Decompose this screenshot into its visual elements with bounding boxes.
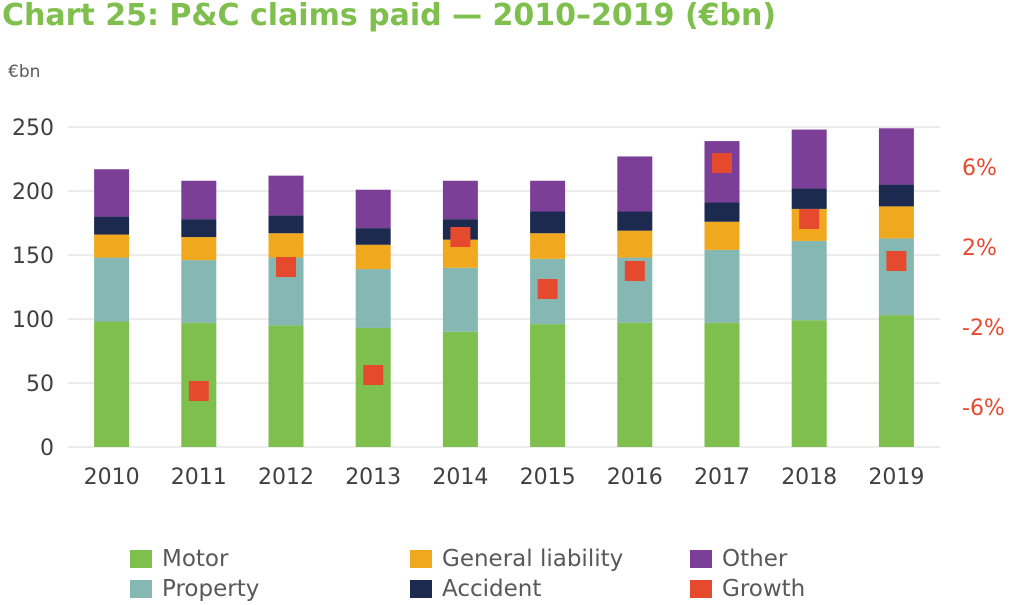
legend-label: Property [162, 576, 260, 602]
growth-point [799, 209, 820, 229]
legend-swatch [690, 550, 712, 568]
bar-motor [878, 315, 914, 447]
bar-other [268, 175, 304, 216]
bar-general-liability [617, 230, 653, 258]
y-axis-unit-label: €bn [8, 62, 41, 82]
y2-tick-label: 2% [962, 236, 997, 261]
y2-tick-label: 6% [962, 156, 997, 181]
x-tick-label: 2014 [432, 465, 488, 490]
bar-accident [94, 216, 130, 235]
growth-point [537, 279, 558, 299]
x-tick-label: 2016 [607, 465, 663, 490]
legend-swatch [130, 580, 152, 598]
bar-other [442, 180, 478, 220]
y2-tick-label: -2% [962, 316, 1005, 341]
bar-accident [355, 228, 391, 245]
growth-point [450, 227, 471, 247]
bar-accident [181, 219, 217, 238]
y-tick-label: 200 [12, 180, 54, 205]
growth-point [624, 261, 645, 281]
bar-accident [268, 215, 304, 234]
growth-point [712, 153, 732, 173]
legend-item-growth: Growth [690, 576, 805, 602]
x-tick-label: 2015 [520, 465, 576, 490]
bar-property [181, 260, 217, 323]
growth-point [276, 257, 296, 277]
bar-general-liability [355, 244, 391, 270]
y2-tick-label: -6% [962, 396, 1005, 421]
growth-point [886, 251, 907, 271]
legend-item-accident: Accident [410, 576, 541, 602]
x-tick-label: 2018 [781, 465, 837, 490]
legend-label: General liability [442, 546, 624, 572]
bar-general-liability [704, 221, 740, 250]
x-tick-label: 2019 [868, 465, 924, 490]
bar-accident [617, 211, 653, 231]
bar-other [94, 169, 130, 217]
x-tick-label: 2011 [171, 465, 227, 490]
legend-swatch [130, 550, 152, 568]
bar-accident [878, 184, 914, 207]
x-tick-label: 2017 [694, 465, 750, 490]
bar-motor [355, 327, 391, 447]
legend-item-general-liability: General liability [410, 546, 623, 572]
growth-point [363, 365, 384, 385]
legend-swatch [410, 550, 432, 568]
bar-motor [704, 322, 740, 447]
bar-other [181, 180, 217, 220]
bar-accident [791, 188, 827, 209]
bar-motor [791, 320, 827, 447]
x-tick-label: 2010 [84, 465, 140, 490]
bar-other [530, 180, 566, 212]
bar-accident [704, 202, 740, 222]
bar-other [878, 128, 914, 185]
bar-general-liability [878, 206, 914, 239]
bar-other [791, 129, 827, 189]
bar-general-liability [94, 234, 130, 258]
bar-property [878, 238, 914, 316]
bar-accident [530, 211, 566, 234]
bar-motor [442, 331, 478, 447]
bar-general-liability [181, 237, 217, 261]
y-tick-label: 50 [26, 372, 54, 397]
bar-motor [617, 322, 653, 447]
growth-point [188, 381, 209, 401]
bar-property [442, 267, 478, 332]
legend-label: Other [722, 546, 788, 572]
legend-item-motor: Motor [130, 546, 228, 572]
legend-swatch [690, 580, 712, 598]
legend-label: Growth [722, 576, 806, 602]
bar-motor [268, 325, 304, 447]
bar-property [791, 240, 827, 321]
y-tick-label: 250 [12, 116, 54, 141]
bar-property [355, 269, 391, 328]
bar-property [94, 257, 130, 322]
y-tick-label: 100 [12, 308, 54, 333]
bar-general-liability [530, 233, 566, 259]
y-tick-label: 150 [12, 244, 54, 269]
chart-title: Chart 25: P&C claims paid — 2010–2019 (€… [2, 0, 777, 33]
bar-other [355, 189, 391, 229]
bar-motor [94, 321, 130, 447]
legend-item-property: Property [130, 576, 259, 602]
x-tick-label: 2013 [345, 465, 401, 490]
bar-other [617, 156, 653, 212]
bar-motor [530, 324, 566, 447]
x-tick-label: 2012 [258, 465, 314, 490]
legend-item-other: Other [690, 546, 787, 572]
legend-label: Motor [162, 546, 229, 572]
legend-swatch [410, 580, 432, 598]
y-tick-label: 0 [40, 436, 54, 461]
legend-label: Accident [442, 576, 542, 602]
bar-general-liability [268, 233, 304, 258]
bar-property [704, 249, 740, 323]
